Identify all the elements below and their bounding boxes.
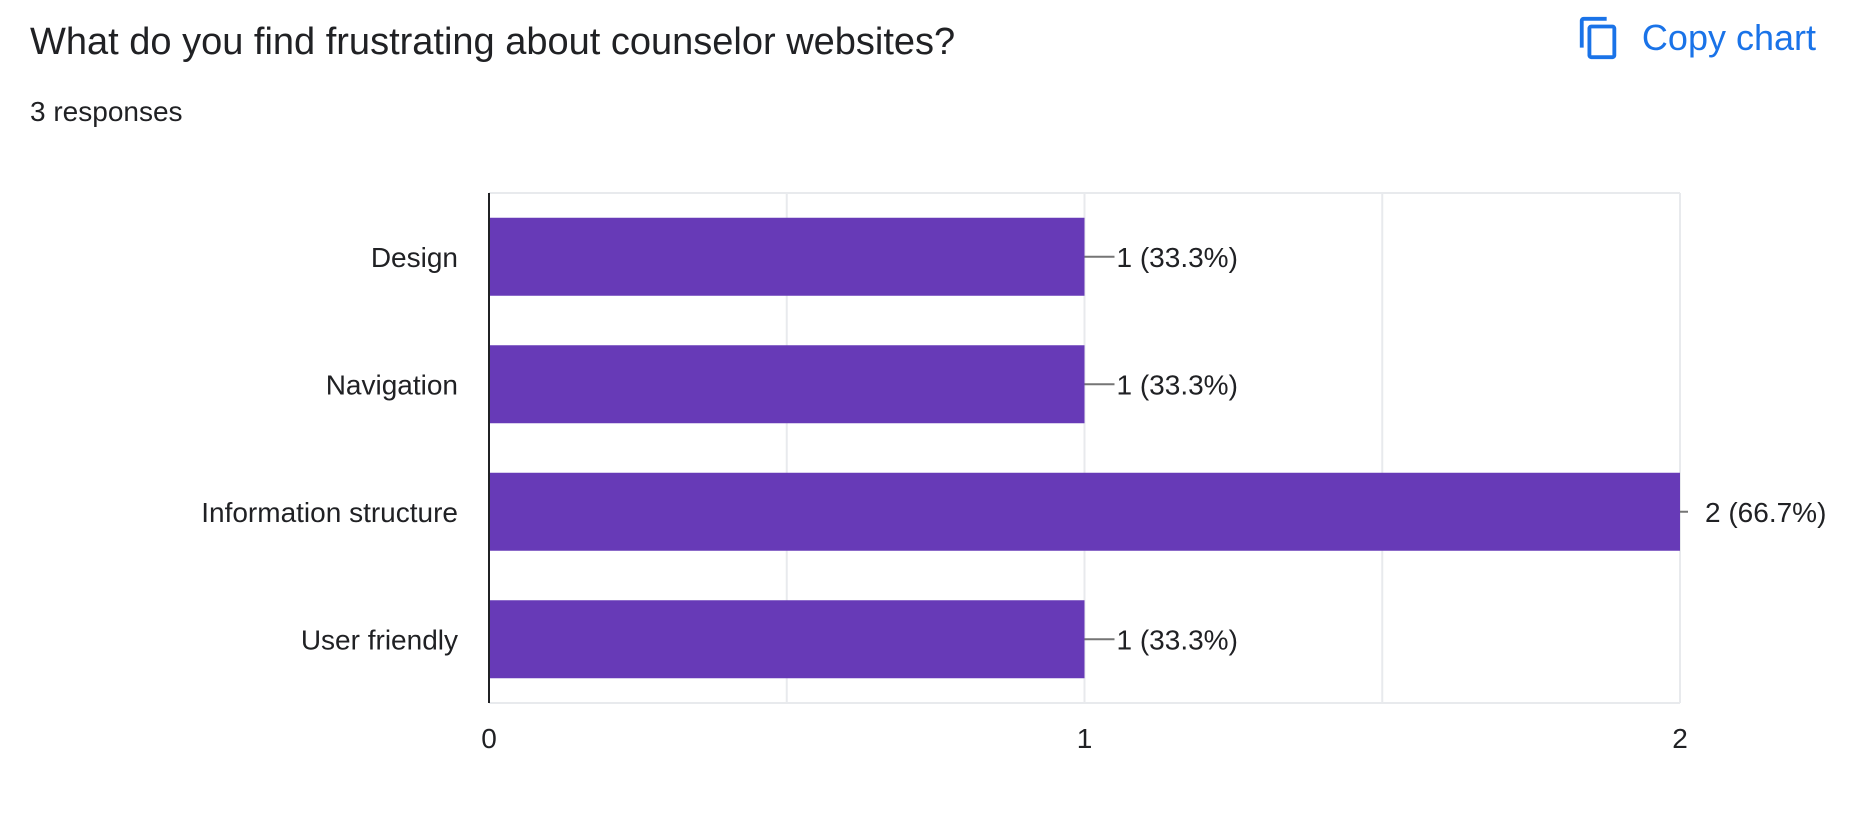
category-label: Design bbox=[371, 242, 458, 273]
bar bbox=[489, 217, 1085, 296]
category-label: User friendly bbox=[301, 624, 458, 655]
category-label: Navigation bbox=[326, 369, 458, 400]
category-label: Information structure bbox=[201, 497, 458, 528]
data-label: 2 (66.7%) bbox=[1705, 497, 1826, 528]
bar bbox=[489, 600, 1085, 679]
copy-chart-label: Copy chart bbox=[1641, 17, 1816, 58]
data-label: 1 (33.3%) bbox=[1117, 242, 1238, 273]
x-tick-label: 1 bbox=[1077, 723, 1093, 754]
question-title: What do you find frustrating about couns… bbox=[30, 21, 956, 63]
x-tick-label: 0 bbox=[481, 723, 497, 754]
bar bbox=[489, 472, 1680, 551]
x-tick-label: 2 bbox=[1672, 723, 1688, 754]
response-count: 3 responses bbox=[30, 96, 183, 127]
data-label: 1 (33.3%) bbox=[1117, 624, 1238, 655]
data-label: 1 (33.3%) bbox=[1117, 369, 1238, 400]
copy-chart-button[interactable]: Copy chart bbox=[1570, 10, 1822, 66]
copy-icon bbox=[1579, 16, 1617, 60]
bar bbox=[489, 345, 1085, 424]
